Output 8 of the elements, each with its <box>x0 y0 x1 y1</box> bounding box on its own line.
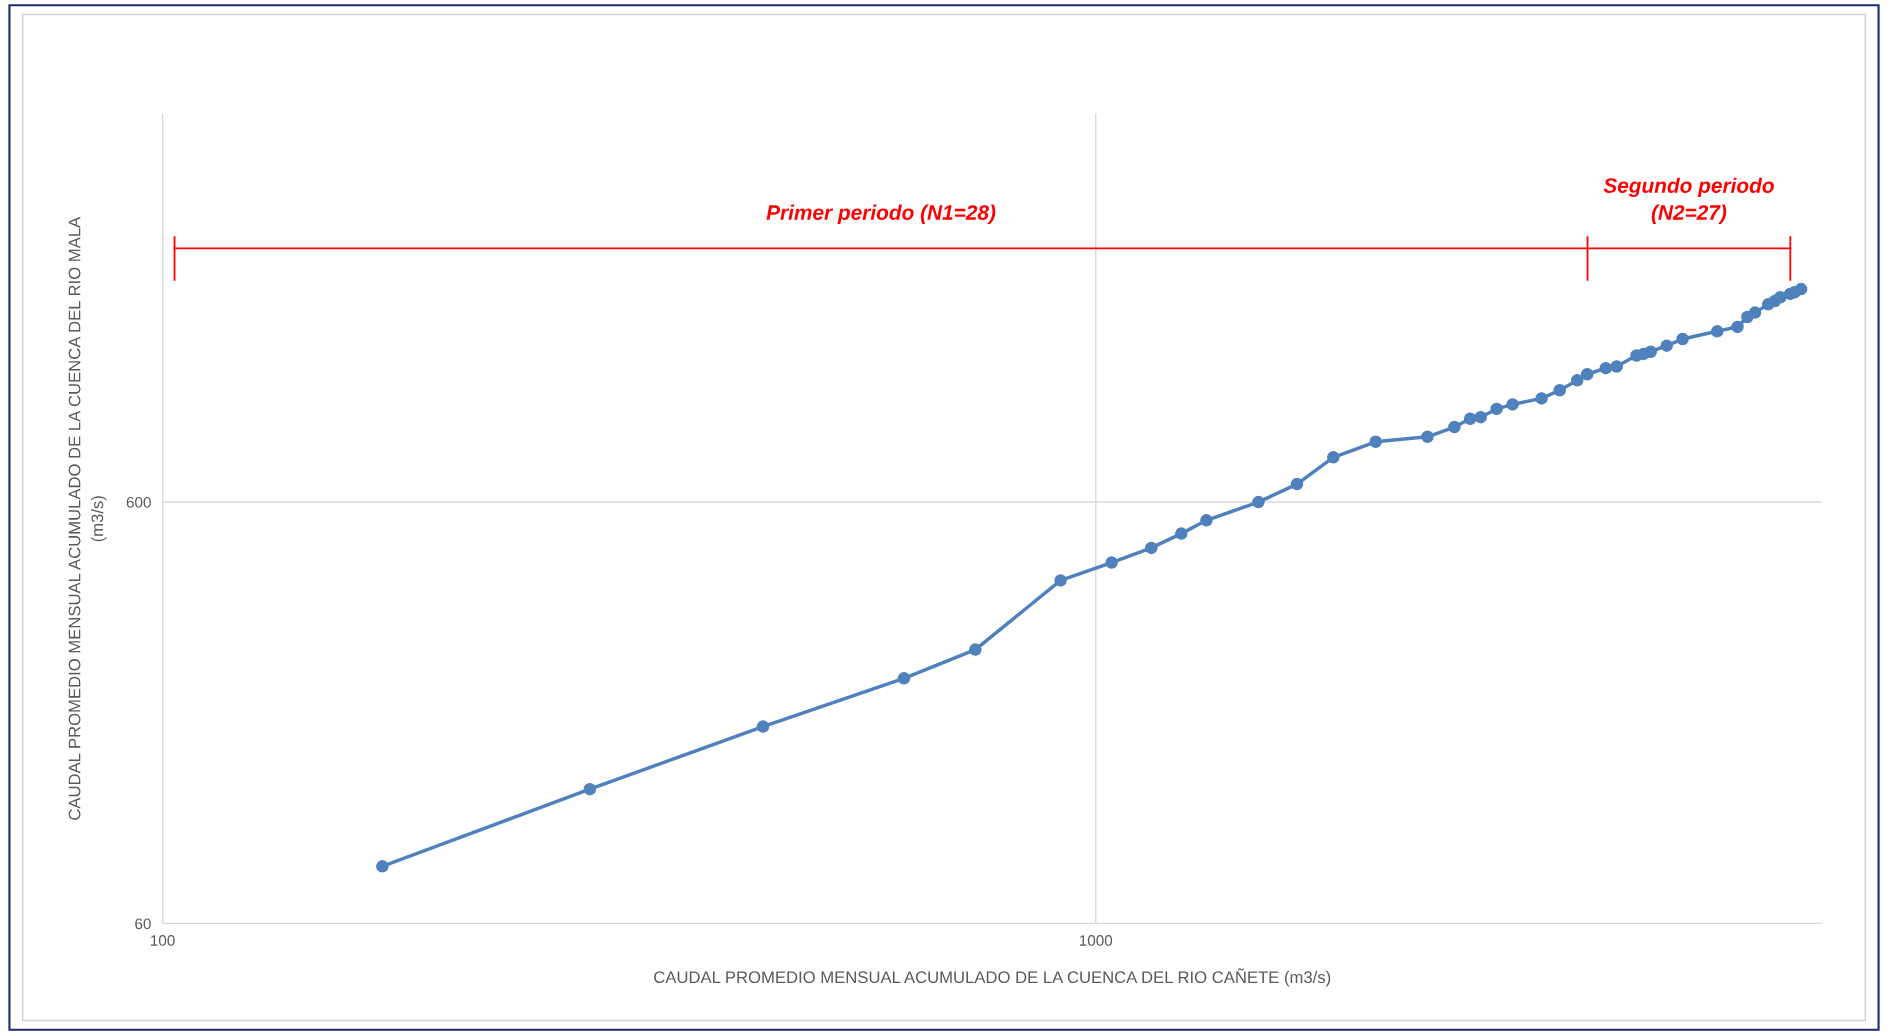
annotation: Primer periodo (N1=28) <box>766 204 996 225</box>
x-tick-label: 1000 <box>1079 935 1113 946</box>
y-tick-label: 600 <box>126 496 151 508</box>
y-axis-title: CAUDAL PROMEDIO MENSUAL ACUMULADO DE LA CUENCA DEL RIO MALA (m3/s) <box>68 216 107 820</box>
y-tick-label: 60 <box>135 918 151 930</box>
x-tick-label: 100 <box>150 935 175 946</box>
annotation: Segundo periodo (N2=27) <box>1603 177 1774 225</box>
x-axis-title: CAUDAL PROMEDIO MENSUAL ACUMULADO DE LA CUENCA DEL RIO CAÑETE (m3/s) <box>654 968 1331 987</box>
